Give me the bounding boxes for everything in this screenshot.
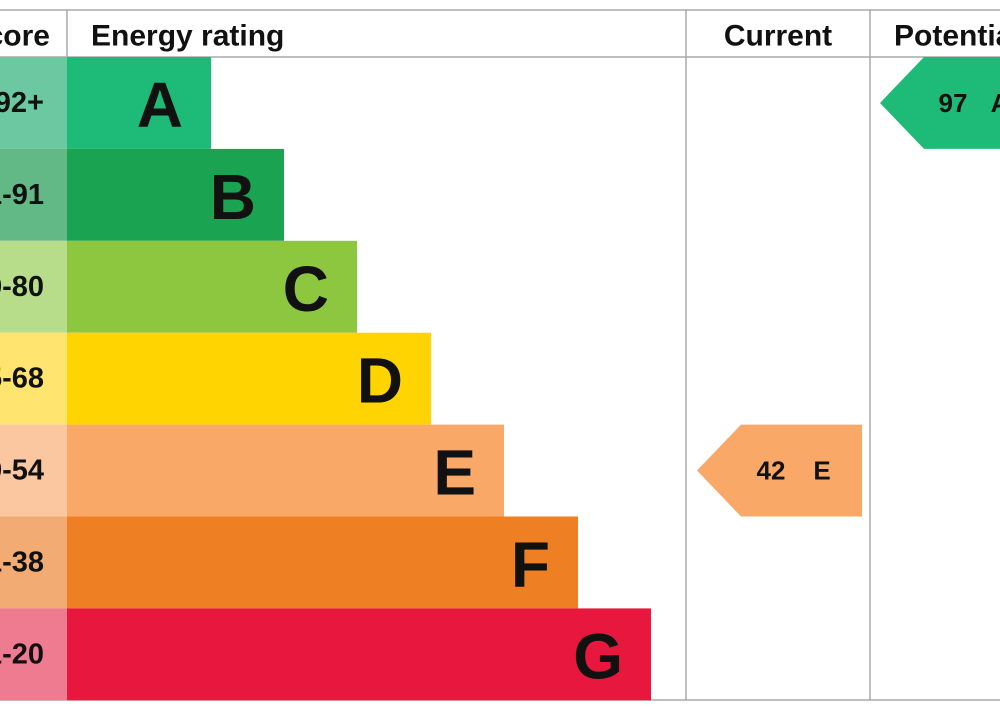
arrow [880,57,1000,149]
score-range: 81-91 [0,179,44,211]
rating-bar [67,332,431,425]
score-cell [0,240,67,333]
potential-indicator: 97 A [880,57,1000,149]
header-current: Current [724,20,832,53]
rating-value: 97 [939,88,968,118]
score-range: 39-54 [0,455,44,487]
rating-bar [67,516,578,609]
score-cell [0,148,67,241]
score-range: 55-68 [0,363,44,395]
header-rating: Energy rating [91,20,284,53]
rating-letter: A [991,88,1000,118]
score-cell [0,332,67,425]
score-range: 21-38 [0,546,44,578]
arrow [697,424,862,517]
score-range: 92+ [0,87,44,119]
rating-letter: E [813,456,830,486]
header-score: Score [0,20,50,53]
rating-letter: B [210,161,256,233]
rating-bar [67,424,504,517]
score-range: 69-80 [0,271,44,303]
rating-letter: C [283,253,329,325]
current-indicator: 42 E [697,424,862,517]
rating-letter: E [433,437,476,509]
rating-value: 42 [757,456,786,486]
score-cell [0,608,67,701]
rating-letter: A [137,69,183,141]
rating-letter: F [511,528,550,600]
rating-letter: D [357,345,403,417]
rating-bar [67,148,284,241]
score-cell [0,516,67,609]
rating-bar [67,240,357,333]
rating-letter: G [573,620,623,692]
score-cell [0,424,67,517]
header-potential: Potential [894,20,1000,53]
score-cell [0,57,67,149]
rating-bar [67,57,211,149]
score-range: 1-20 [0,638,44,670]
rating-bar [67,608,651,701]
